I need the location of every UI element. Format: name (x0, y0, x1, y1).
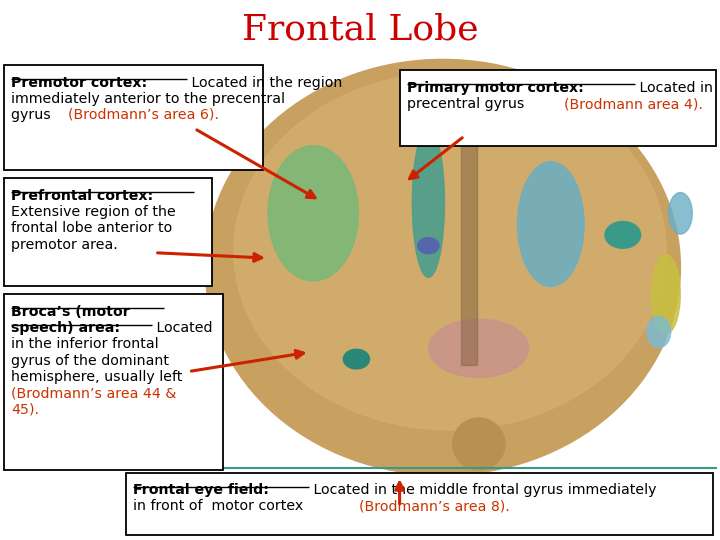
Text: (Brodmann’s area 44 &: (Brodmann’s area 44 & (11, 386, 176, 400)
Text: Primary motor cortex:: Primary motor cortex: (407, 81, 584, 95)
Text: in the inferior frontal: in the inferior frontal (11, 338, 158, 352)
Text: gyrus: gyrus (11, 108, 55, 122)
Circle shape (343, 349, 369, 369)
Text: (Brodmann’s area 8).: (Brodmann’s area 8). (359, 500, 510, 514)
Circle shape (605, 221, 641, 248)
Text: speech) area:: speech) area: (11, 321, 120, 335)
Text: premotor area.: premotor area. (11, 238, 117, 252)
Text: Located in the region: Located in the region (186, 76, 342, 90)
Text: Premotor cortex:: Premotor cortex: (11, 76, 147, 90)
Text: Located: Located (152, 321, 212, 335)
Ellipse shape (268, 146, 359, 281)
Text: Prefrontal cortex:: Prefrontal cortex: (11, 189, 153, 203)
Text: Located in the middle frontal gyrus immediately: Located in the middle frontal gyrus imme… (309, 483, 656, 497)
FancyBboxPatch shape (4, 294, 223, 470)
Bar (461, 84, 477, 364)
Text: precentral gyrus: precentral gyrus (407, 97, 528, 111)
Text: Frontal eye field:: Frontal eye field: (133, 483, 269, 497)
Text: Extensive region of the: Extensive region of the (11, 205, 176, 219)
Text: frontal lobe anterior to: frontal lobe anterior to (11, 221, 172, 235)
Text: Frontal Lobe: Frontal Lobe (242, 13, 478, 46)
Ellipse shape (652, 255, 680, 334)
Text: immediately anterior to the precentral: immediately anterior to the precentral (11, 92, 285, 106)
Ellipse shape (669, 192, 693, 234)
Text: gyrus of the dominant: gyrus of the dominant (11, 354, 168, 368)
Ellipse shape (518, 162, 584, 286)
FancyBboxPatch shape (126, 472, 713, 535)
Ellipse shape (205, 59, 680, 475)
Ellipse shape (413, 127, 444, 278)
Ellipse shape (234, 72, 666, 430)
Text: in front of  motor cortex: in front of motor cortex (133, 500, 308, 514)
Ellipse shape (453, 418, 505, 470)
Text: Located in: Located in (635, 81, 713, 95)
Text: (Brodmann area 4).: (Brodmann area 4). (564, 97, 703, 111)
Text: hemisphere, usually left: hemisphere, usually left (11, 370, 182, 384)
Text: 45).: 45). (11, 402, 39, 416)
Ellipse shape (429, 319, 528, 377)
Text: (Brodmann’s area 6).: (Brodmann’s area 6). (68, 108, 219, 122)
Circle shape (418, 238, 439, 254)
FancyBboxPatch shape (4, 65, 263, 170)
Ellipse shape (647, 316, 671, 348)
FancyBboxPatch shape (400, 70, 716, 146)
FancyBboxPatch shape (4, 178, 212, 286)
Text: Broca’s (motor: Broca’s (motor (11, 305, 130, 319)
